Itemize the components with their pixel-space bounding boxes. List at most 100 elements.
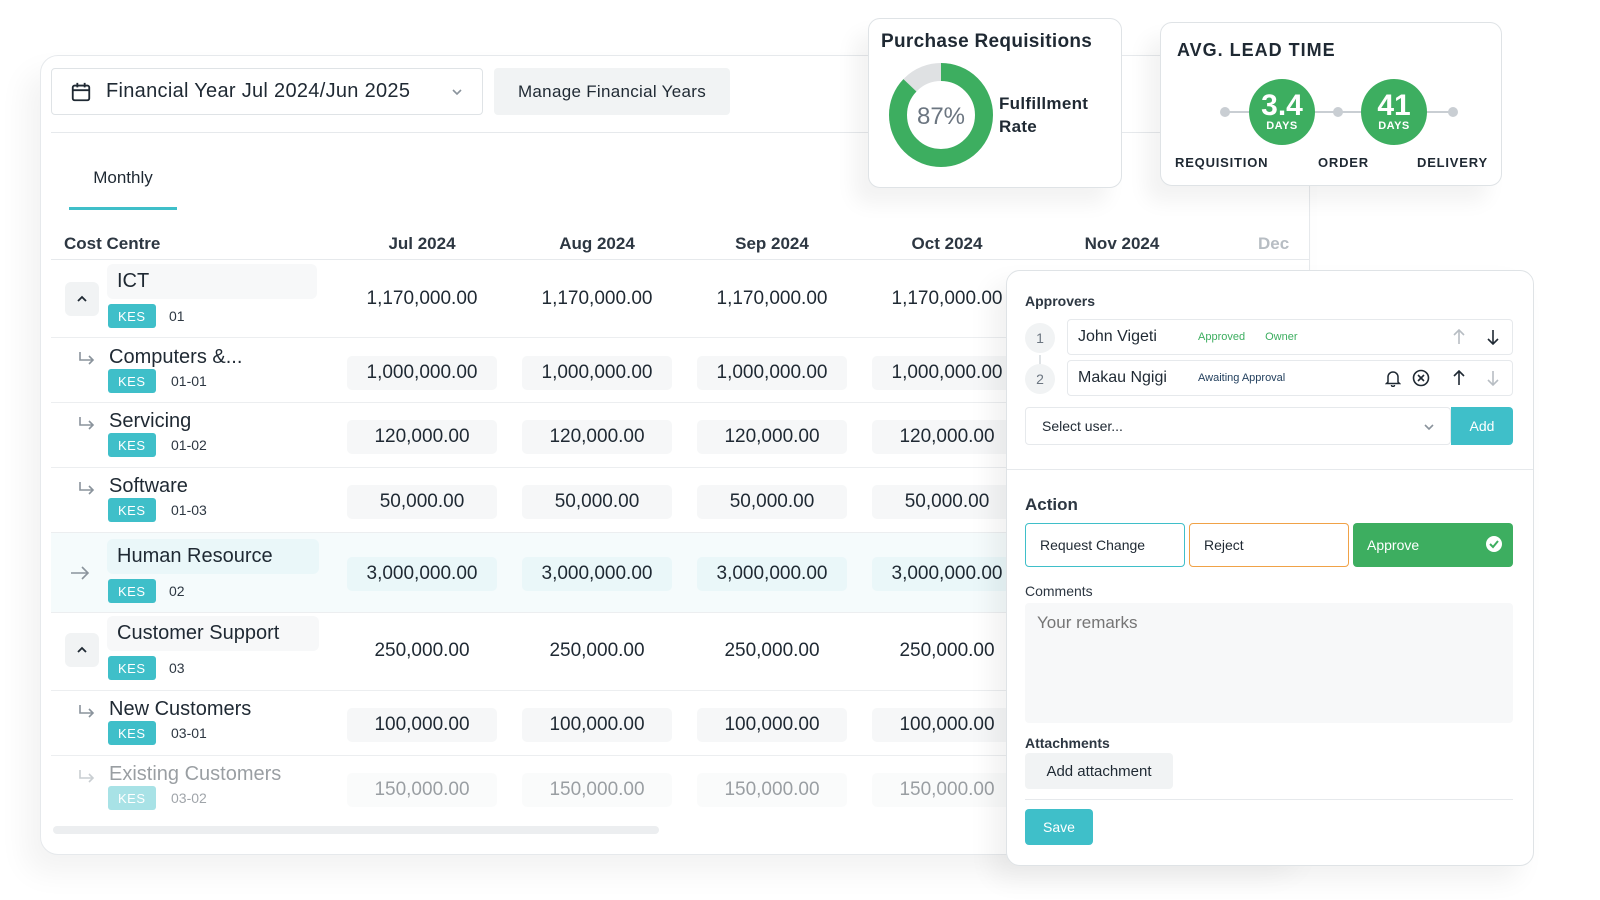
comments-input[interactable] <box>1025 603 1513 723</box>
budget-cell[interactable]: 50,000.00 <box>872 485 1022 519</box>
budget-cell[interactable]: 120,000.00 <box>697 420 847 454</box>
add-attachment-button[interactable]: Add attachment <box>1025 753 1173 789</box>
approver-row: Makau Ngigi Awaiting Approval <box>1067 360 1513 396</box>
budget-cell[interactable]: 3,000,000.00 <box>347 557 497 591</box>
column-header-oct: Oct 2024 <box>911 234 983 253</box>
card-title: AVG. LEAD TIME <box>1177 40 1336 60</box>
reject-button[interactable]: Reject <box>1189 523 1349 567</box>
budget-cell[interactable]: 250,000.00 <box>724 640 820 661</box>
fulfillment-percent: 87% <box>917 103 965 130</box>
arrow-right-icon[interactable] <box>69 565 91 581</box>
budget-cell[interactable]: 250,000.00 <box>549 640 645 661</box>
move-down-icon[interactable] <box>1484 328 1502 346</box>
budget-cell[interactable]: 100,000.00 <box>697 708 847 742</box>
budget-cell[interactable]: 1,000,000.00 <box>872 356 1022 390</box>
chevron-up-icon <box>77 295 87 302</box>
cost-centre-name: New Customers <box>109 698 252 720</box>
collapse-toggle[interactable] <box>65 633 99 667</box>
column-header-dec: Dec <box>1258 234 1290 253</box>
approver-name: John Vigeti <box>1078 328 1157 345</box>
budget-cell[interactable]: 250,000.00 <box>374 640 470 661</box>
sub-item-arrow-icon <box>79 417 95 430</box>
column-header-sep: Sep 2024 <box>735 234 809 253</box>
fulfillment-label-line1: Fulfillment <box>999 94 1089 113</box>
budget-cell[interactable]: 100,000.00 <box>872 708 1022 742</box>
cost-centre-code: 01-01 <box>171 373 207 389</box>
budget-cell[interactable]: 150,000.00 <box>347 773 497 807</box>
budget-cell[interactable]: 1,170,000.00 <box>366 288 478 309</box>
timeline-dot <box>1333 107 1343 117</box>
fulfillment-label-line2: Rate <box>999 117 1038 136</box>
collapse-toggle[interactable] <box>65 282 99 316</box>
horizontal-scrollbar[interactable] <box>53 826 659 834</box>
table-row: Servicing KES 01-02 120,000.00 120,000.0… <box>51 403 1301 468</box>
currency-badge: KES <box>108 721 156 745</box>
lead-time-value: 3.4 <box>1261 89 1303 122</box>
approval-panel: Approvers 1 John Vigeti Approved Owner 2… <box>1006 270 1534 866</box>
check-circle-icon <box>1486 536 1502 552</box>
budget-cell[interactable]: 100,000.00 <box>522 708 672 742</box>
divider <box>51 132 1309 133</box>
save-button[interactable]: Save <box>1025 809 1093 845</box>
budget-cell[interactable]: 1,000,000.00 <box>522 356 672 390</box>
approval-status-badge: Approved <box>1198 331 1246 343</box>
cost-centre-name: ICT <box>107 264 317 299</box>
approver-row: John Vigeti Approved Owner <box>1067 319 1513 355</box>
manage-financial-years-button[interactable]: Manage Financial Years <box>494 68 730 115</box>
budget-cell[interactable]: 3,000,000.00 <box>522 557 672 591</box>
budget-cell[interactable]: 50,000.00 <box>522 485 672 519</box>
budget-cell[interactable]: 1,000,000.00 <box>697 356 847 390</box>
budget-cell[interactable]: 100,000.00 <box>347 708 497 742</box>
budget-cell[interactable]: 1,170,000.00 <box>716 288 828 309</box>
cost-centre-name: Customer Support <box>107 616 319 651</box>
add-approver-button[interactable]: Add <box>1451 407 1513 445</box>
budget-cell[interactable]: 1,170,000.00 <box>541 288 653 309</box>
approvers-title: Approvers <box>1025 293 1096 309</box>
request-change-button[interactable]: Request Change <box>1025 523 1185 567</box>
budget-cell[interactable]: 50,000.00 <box>697 485 847 519</box>
approve-button[interactable]: Approve <box>1353 523 1513 567</box>
financial-year-label: Financial Year Jul 2024/Jun 2025 <box>106 80 411 102</box>
chevron-up-icon <box>77 646 87 653</box>
budget-cell[interactable]: 3,000,000.00 <box>697 557 847 591</box>
cost-centre-code: 01-03 <box>171 502 207 518</box>
budget-cell[interactable]: 150,000.00 <box>697 773 847 807</box>
remove-circle-icon[interactable] <box>1412 369 1430 387</box>
approver-step-number: 1 <box>1025 323 1055 353</box>
budget-cell[interactable]: 1,000,000.00 <box>347 356 497 390</box>
budget-cell[interactable]: 3,000,000.00 <box>872 557 1022 591</box>
move-up-icon[interactable] <box>1450 328 1468 346</box>
budget-cell[interactable]: 120,000.00 <box>347 420 497 454</box>
budget-cell[interactable]: 150,000.00 <box>522 773 672 807</box>
move-up-icon[interactable] <box>1450 369 1468 387</box>
budget-cell[interactable]: 50,000.00 <box>347 485 497 519</box>
table-row: Computers &... KES 01-01 1,000,000.00 1,… <box>51 338 1301 403</box>
cost-centre-code: 03-02 <box>171 790 207 806</box>
financial-year-select[interactable]: Financial Year Jul 2024/Jun 2025 <box>51 68 483 115</box>
cost-centre-code: 03 <box>169 660 185 676</box>
column-header-aug: Aug 2024 <box>559 234 635 253</box>
table-row: Customer Support KES 03 250,000.00 250,0… <box>51 613 1301 691</box>
budget-cell[interactable]: 120,000.00 <box>522 420 672 454</box>
table-row: Software KES 01-03 50,000.00 50,000.00 5… <box>51 468 1301 533</box>
divider <box>51 259 1309 260</box>
table-row: Existing Customers KES 03-02 150,000.00 … <box>51 756 1301 821</box>
budget-cell[interactable]: 250,000.00 <box>899 640 995 661</box>
column-header-nov: Nov 2024 <box>1084 234 1160 253</box>
table-row: New Customers KES 03-01 100,000.00 100,0… <box>51 691 1301 756</box>
divider <box>1007 469 1533 470</box>
budget-cell[interactable]: 1,170,000.00 <box>891 288 1003 309</box>
calendar-icon <box>71 82 91 101</box>
currency-badge: KES <box>108 786 156 810</box>
chevron-down-icon <box>452 88 462 95</box>
move-down-icon[interactable] <box>1484 369 1502 387</box>
select-user-dropdown[interactable]: Select user... <box>1025 407 1451 445</box>
bell-icon[interactable] <box>1384 369 1402 387</box>
tab-monthly[interactable]: Monthly <box>69 156 177 210</box>
currency-badge: KES <box>108 369 156 393</box>
lead-time-unit: DAYS <box>1378 120 1410 132</box>
budget-cell[interactable]: 150,000.00 <box>872 773 1022 807</box>
card-title: Purchase Requisitions <box>881 31 1093 52</box>
sub-item-arrow-icon <box>79 482 95 495</box>
budget-cell[interactable]: 120,000.00 <box>872 420 1022 454</box>
